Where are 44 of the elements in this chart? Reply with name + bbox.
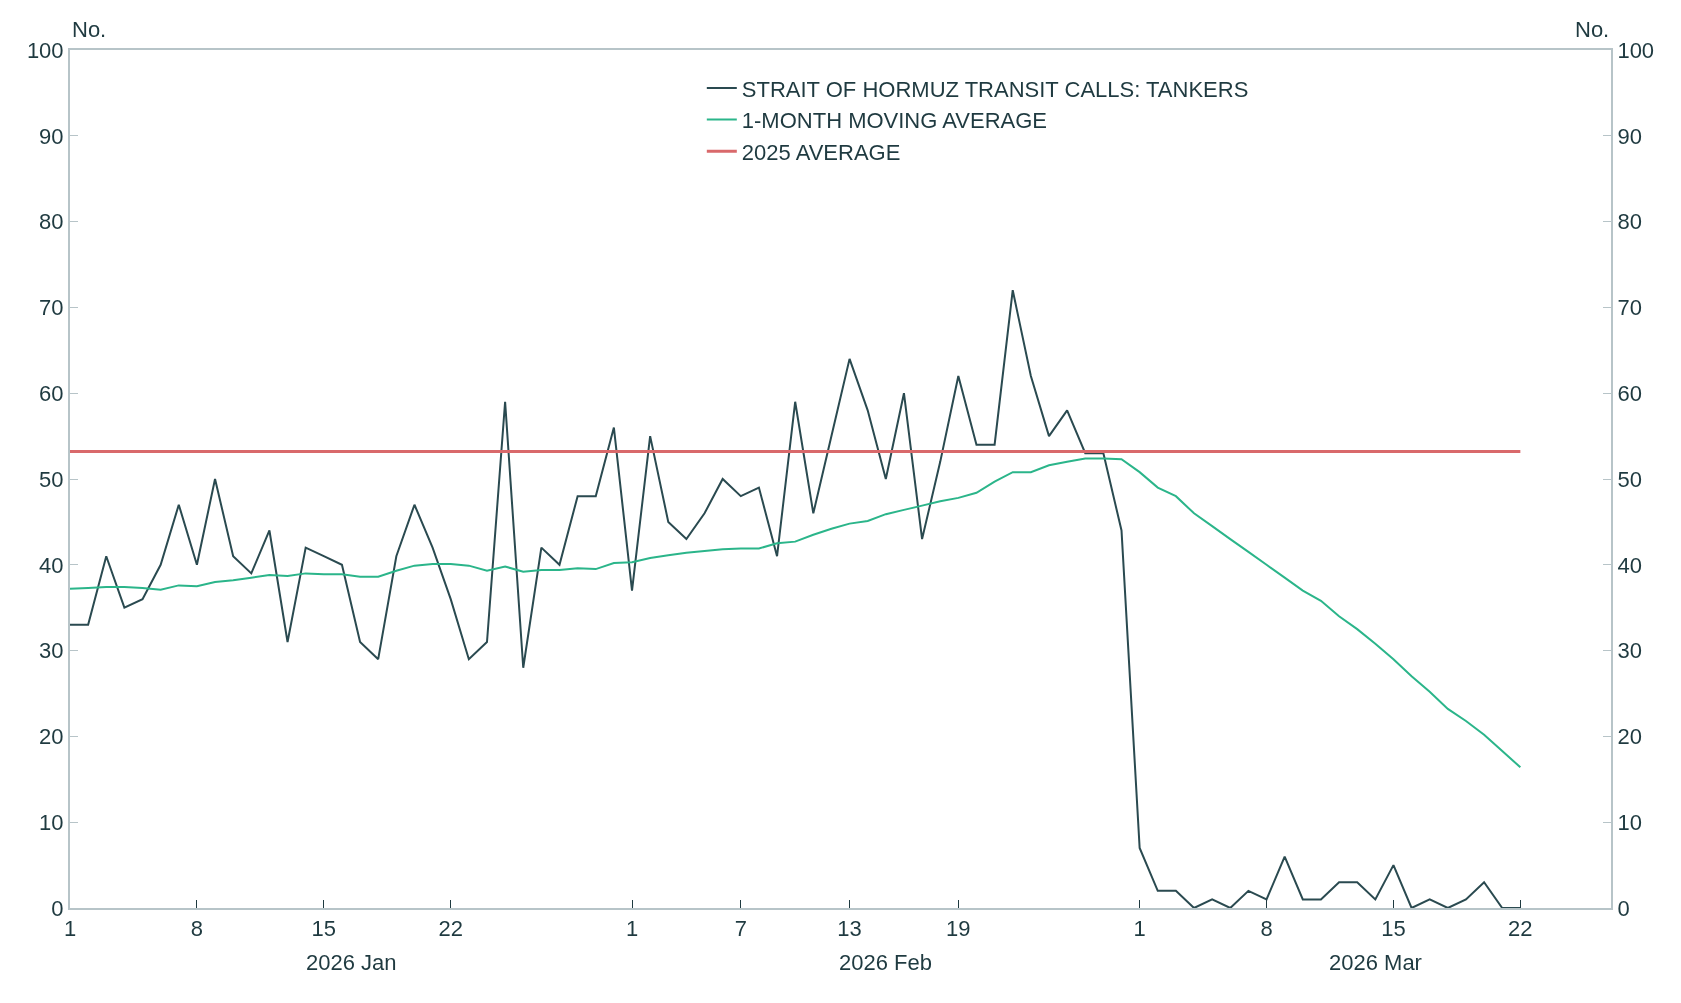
x-tick-label: 1 bbox=[1133, 916, 1146, 942]
y-tick-label: 80 bbox=[39, 209, 64, 235]
text: 2026 Mar bbox=[1329, 950, 1422, 975]
x-tick-label: 22 bbox=[1508, 916, 1533, 942]
text: 2026 Jan bbox=[306, 950, 397, 975]
y-tick-label: 90 bbox=[39, 123, 64, 149]
y2-tick-label: 60 bbox=[1617, 380, 1642, 406]
line-series bbox=[70, 289, 1522, 908]
x-tick-label: 15 bbox=[311, 916, 337, 942]
line-series bbox=[70, 457, 1522, 769]
y-tick-label: 10 bbox=[39, 809, 64, 835]
legend-label: STRAIT OF HORMUZ TRANSIT CALLS: TANKERS bbox=[741, 76, 1249, 102]
y2-axis-title: No. bbox=[1575, 17, 1610, 42]
y2-tick-label: 40 bbox=[1617, 552, 1642, 578]
y-tick-label: 0 bbox=[51, 895, 64, 921]
y2-tick-label: 10 bbox=[1617, 809, 1642, 835]
x-tick-label: 1 bbox=[625, 916, 639, 942]
y-tick-label: 100 bbox=[26, 37, 64, 63]
x-tick-label: 8 bbox=[190, 916, 204, 942]
y-tick-label: 30 bbox=[39, 638, 64, 664]
legend-label: 2025 AVERAGE bbox=[741, 139, 901, 165]
y-tick-label: 40 bbox=[39, 552, 64, 578]
text: 2026 Feb bbox=[839, 950, 932, 975]
y-tick-label: 70 bbox=[39, 295, 64, 321]
x-tick-label: 22 bbox=[438, 916, 463, 942]
y2-tick-label: 50 bbox=[1617, 466, 1642, 492]
y-axis-title: No. bbox=[72, 17, 107, 42]
y-tick-label: 50 bbox=[39, 466, 64, 492]
y2-tick-label: 90 bbox=[1617, 123, 1642, 149]
y2-tick-label: 100 bbox=[1617, 37, 1655, 63]
y2-tick-label: 20 bbox=[1617, 724, 1642, 750]
x-tick-label: 13 bbox=[837, 916, 862, 942]
x-tick-label: 19 bbox=[946, 916, 971, 942]
x-tick-label: 1 bbox=[63, 916, 77, 942]
y2-tick-label: 80 bbox=[1617, 209, 1642, 235]
x-tick-label: 7 bbox=[734, 916, 747, 942]
y2-tick-label: 0 bbox=[1617, 895, 1630, 921]
legend-label: 1-MONTH MOVING AVERAGE bbox=[741, 108, 1047, 134]
x-tick-label: 8 bbox=[1260, 916, 1273, 942]
y2-tick-label: 30 bbox=[1617, 638, 1642, 664]
y2-tick-label: 70 bbox=[1617, 295, 1642, 321]
y-tick-label: 20 bbox=[39, 724, 64, 750]
y-tick-label: 60 bbox=[39, 380, 64, 406]
x-tick-label: 15 bbox=[1381, 916, 1406, 942]
